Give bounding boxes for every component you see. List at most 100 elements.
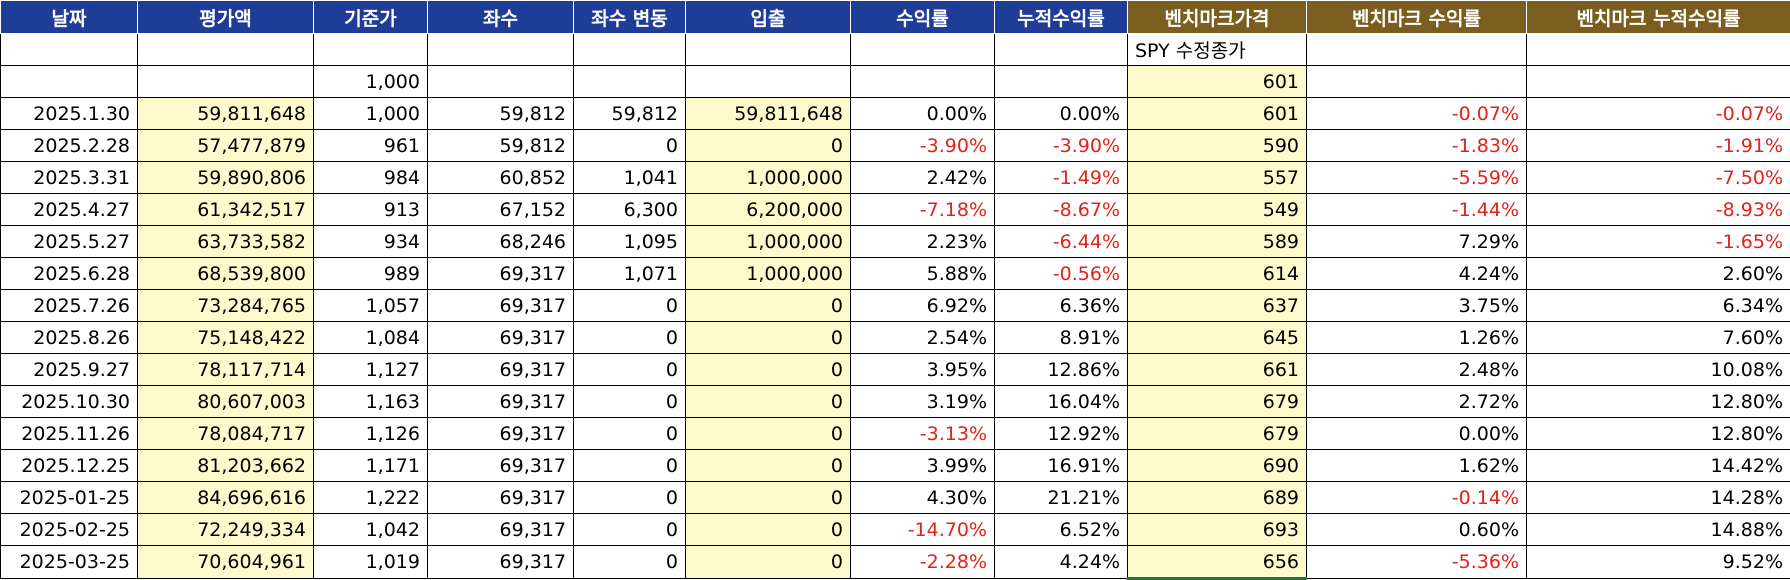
nav-cell[interactable]: 913 xyxy=(313,193,428,226)
benchmark-price-cell[interactable]: 679 xyxy=(1127,385,1307,418)
base-price-cell[interactable]: 1,000 xyxy=(313,65,428,98)
benchmark-cumulative-cell[interactable]: -1.91% xyxy=(1526,129,1790,162)
value-cell[interactable]: 59,890,806 xyxy=(137,161,314,194)
units-cell[interactable]: 69,317 xyxy=(427,545,574,579)
value-cell[interactable]: 61,342,517 xyxy=(137,193,314,226)
benchmark-return-cell[interactable]: 1.26% xyxy=(1306,321,1527,354)
cell[interactable] xyxy=(685,33,851,66)
cumulative-return-cell[interactable]: 6.36% xyxy=(994,289,1128,322)
benchmark-price-cell[interactable]: 693 xyxy=(1127,513,1307,546)
value-cell[interactable]: 59,811,648 xyxy=(137,97,314,130)
units-change-cell[interactable]: 0 xyxy=(573,353,686,386)
flow-cell[interactable]: 6,200,000 xyxy=(685,193,851,226)
units-change-cell[interactable]: 0 xyxy=(573,385,686,418)
flow-cell[interactable]: 0 xyxy=(685,417,851,450)
benchmark-price-cell[interactable]: 656 xyxy=(1127,545,1307,580)
benchmark-return-cell[interactable]: -5.59% xyxy=(1306,161,1527,194)
value-cell[interactable]: 78,117,714 xyxy=(137,353,314,386)
value-cell[interactable]: 78,084,717 xyxy=(137,417,314,450)
cell[interactable] xyxy=(1526,33,1790,66)
nav-cell[interactable]: 1,042 xyxy=(313,513,428,546)
benchmark-cumulative-cell[interactable]: 12.80% xyxy=(1526,417,1790,450)
units-change-cell[interactable]: 0 xyxy=(573,449,686,482)
date-cell[interactable]: 2025.10.30 xyxy=(0,385,138,418)
value-cell[interactable]: 68,539,800 xyxy=(137,257,314,290)
benchmark-price-cell[interactable]: 690 xyxy=(1127,449,1307,482)
benchmark-cumulative-cell[interactable]: 14.88% xyxy=(1526,513,1790,546)
return-cell[interactable]: 2.42% xyxy=(850,161,995,194)
flow-cell[interactable]: 0 xyxy=(685,289,851,322)
units-change-cell[interactable]: 59,812 xyxy=(573,97,686,130)
header-nav[interactable]: 기준가 xyxy=(313,0,428,34)
units-cell[interactable]: 60,852 xyxy=(427,161,574,194)
cell[interactable] xyxy=(850,33,995,66)
flow-cell[interactable]: 59,811,648 xyxy=(685,97,851,130)
header-date[interactable]: 날짜 xyxy=(0,0,138,34)
benchmark-cumulative-cell[interactable]: -8.93% xyxy=(1526,193,1790,226)
nav-cell[interactable]: 1,127 xyxy=(313,353,428,386)
value-cell[interactable]: 57,477,879 xyxy=(137,129,314,162)
benchmark-price-cell[interactable]: 661 xyxy=(1127,353,1307,386)
benchmark-cumulative-cell[interactable]: 2.60% xyxy=(1526,257,1790,290)
value-cell[interactable]: 70,604,961 xyxy=(137,545,314,579)
benchmark-cumulative-cell[interactable]: 14.28% xyxy=(1526,481,1790,514)
units-cell[interactable]: 69,317 xyxy=(427,513,574,546)
cell[interactable] xyxy=(427,33,574,66)
date-cell[interactable]: 2025.2.28 xyxy=(0,129,138,162)
nav-cell[interactable]: 1,171 xyxy=(313,449,428,482)
units-cell[interactable]: 68,246 xyxy=(427,225,574,258)
nav-cell[interactable]: 934 xyxy=(313,225,428,258)
flow-cell[interactable]: 0 xyxy=(685,481,851,514)
cumulative-return-cell[interactable]: 16.91% xyxy=(994,449,1128,482)
benchmark-return-cell[interactable]: 0.00% xyxy=(1306,417,1527,450)
return-cell[interactable]: -2.28% xyxy=(850,545,995,579)
cell[interactable] xyxy=(685,65,851,98)
cell[interactable] xyxy=(994,33,1128,66)
date-cell[interactable]: 2025.12.25 xyxy=(0,449,138,482)
date-cell[interactable]: 2025.5.27 xyxy=(0,225,138,258)
benchmark-return-cell[interactable]: -5.36% xyxy=(1306,545,1527,579)
flow-cell[interactable]: 1,000,000 xyxy=(685,161,851,194)
benchmark-price-cell[interactable]: 557 xyxy=(1127,161,1307,194)
cell[interactable] xyxy=(1306,65,1527,98)
units-change-cell[interactable]: 0 xyxy=(573,129,686,162)
return-cell[interactable]: 0.00% xyxy=(850,97,995,130)
return-cell[interactable]: 3.99% xyxy=(850,449,995,482)
header-units-change[interactable]: 좌수 변동 xyxy=(573,0,686,34)
nav-cell[interactable]: 989 xyxy=(313,257,428,290)
header-benchmark-return[interactable]: 벤치마크 수익률 xyxy=(1306,0,1527,34)
flow-cell[interactable]: 0 xyxy=(685,353,851,386)
cumulative-return-cell[interactable]: -1.49% xyxy=(994,161,1128,194)
nav-cell[interactable]: 1,084 xyxy=(313,321,428,354)
cumulative-return-cell[interactable]: 8.91% xyxy=(994,321,1128,354)
header-cumulative-return[interactable]: 누적수익률 xyxy=(994,0,1128,34)
return-cell[interactable]: 6.92% xyxy=(850,289,995,322)
units-change-cell[interactable]: 1,095 xyxy=(573,225,686,258)
cell[interactable] xyxy=(137,65,314,98)
nav-cell[interactable]: 984 xyxy=(313,161,428,194)
units-cell[interactable]: 69,317 xyxy=(427,257,574,290)
header-flow[interactable]: 입출 xyxy=(685,0,851,34)
nav-cell[interactable]: 1,000 xyxy=(313,97,428,130)
base-benchmark-cell[interactable]: 601 xyxy=(1127,65,1307,98)
units-change-cell[interactable]: 0 xyxy=(573,321,686,354)
benchmark-return-cell[interactable]: 3.75% xyxy=(1306,289,1527,322)
benchmark-return-cell[interactable]: -0.07% xyxy=(1306,97,1527,130)
flow-cell[interactable]: 0 xyxy=(685,129,851,162)
flow-cell[interactable]: 0 xyxy=(685,321,851,354)
benchmark-cumulative-cell[interactable]: 10.08% xyxy=(1526,353,1790,386)
benchmark-return-cell[interactable]: 2.72% xyxy=(1306,385,1527,418)
units-cell[interactable]: 69,317 xyxy=(427,321,574,354)
benchmark-price-cell[interactable]: 689 xyxy=(1127,481,1307,514)
units-cell[interactable]: 69,317 xyxy=(427,417,574,450)
header-benchmark-cumulative[interactable]: 벤치마크 누적수익률 xyxy=(1526,0,1790,34)
cell[interactable] xyxy=(427,65,574,98)
header-units[interactable]: 좌수 xyxy=(427,0,574,34)
value-cell[interactable]: 63,733,582 xyxy=(137,225,314,258)
flow-cell[interactable]: 0 xyxy=(685,449,851,482)
units-change-cell[interactable]: 6,300 xyxy=(573,193,686,226)
nav-cell[interactable]: 1,126 xyxy=(313,417,428,450)
flow-cell[interactable]: 1,000,000 xyxy=(685,257,851,290)
value-cell[interactable]: 73,284,765 xyxy=(137,289,314,322)
cell[interactable] xyxy=(850,65,995,98)
